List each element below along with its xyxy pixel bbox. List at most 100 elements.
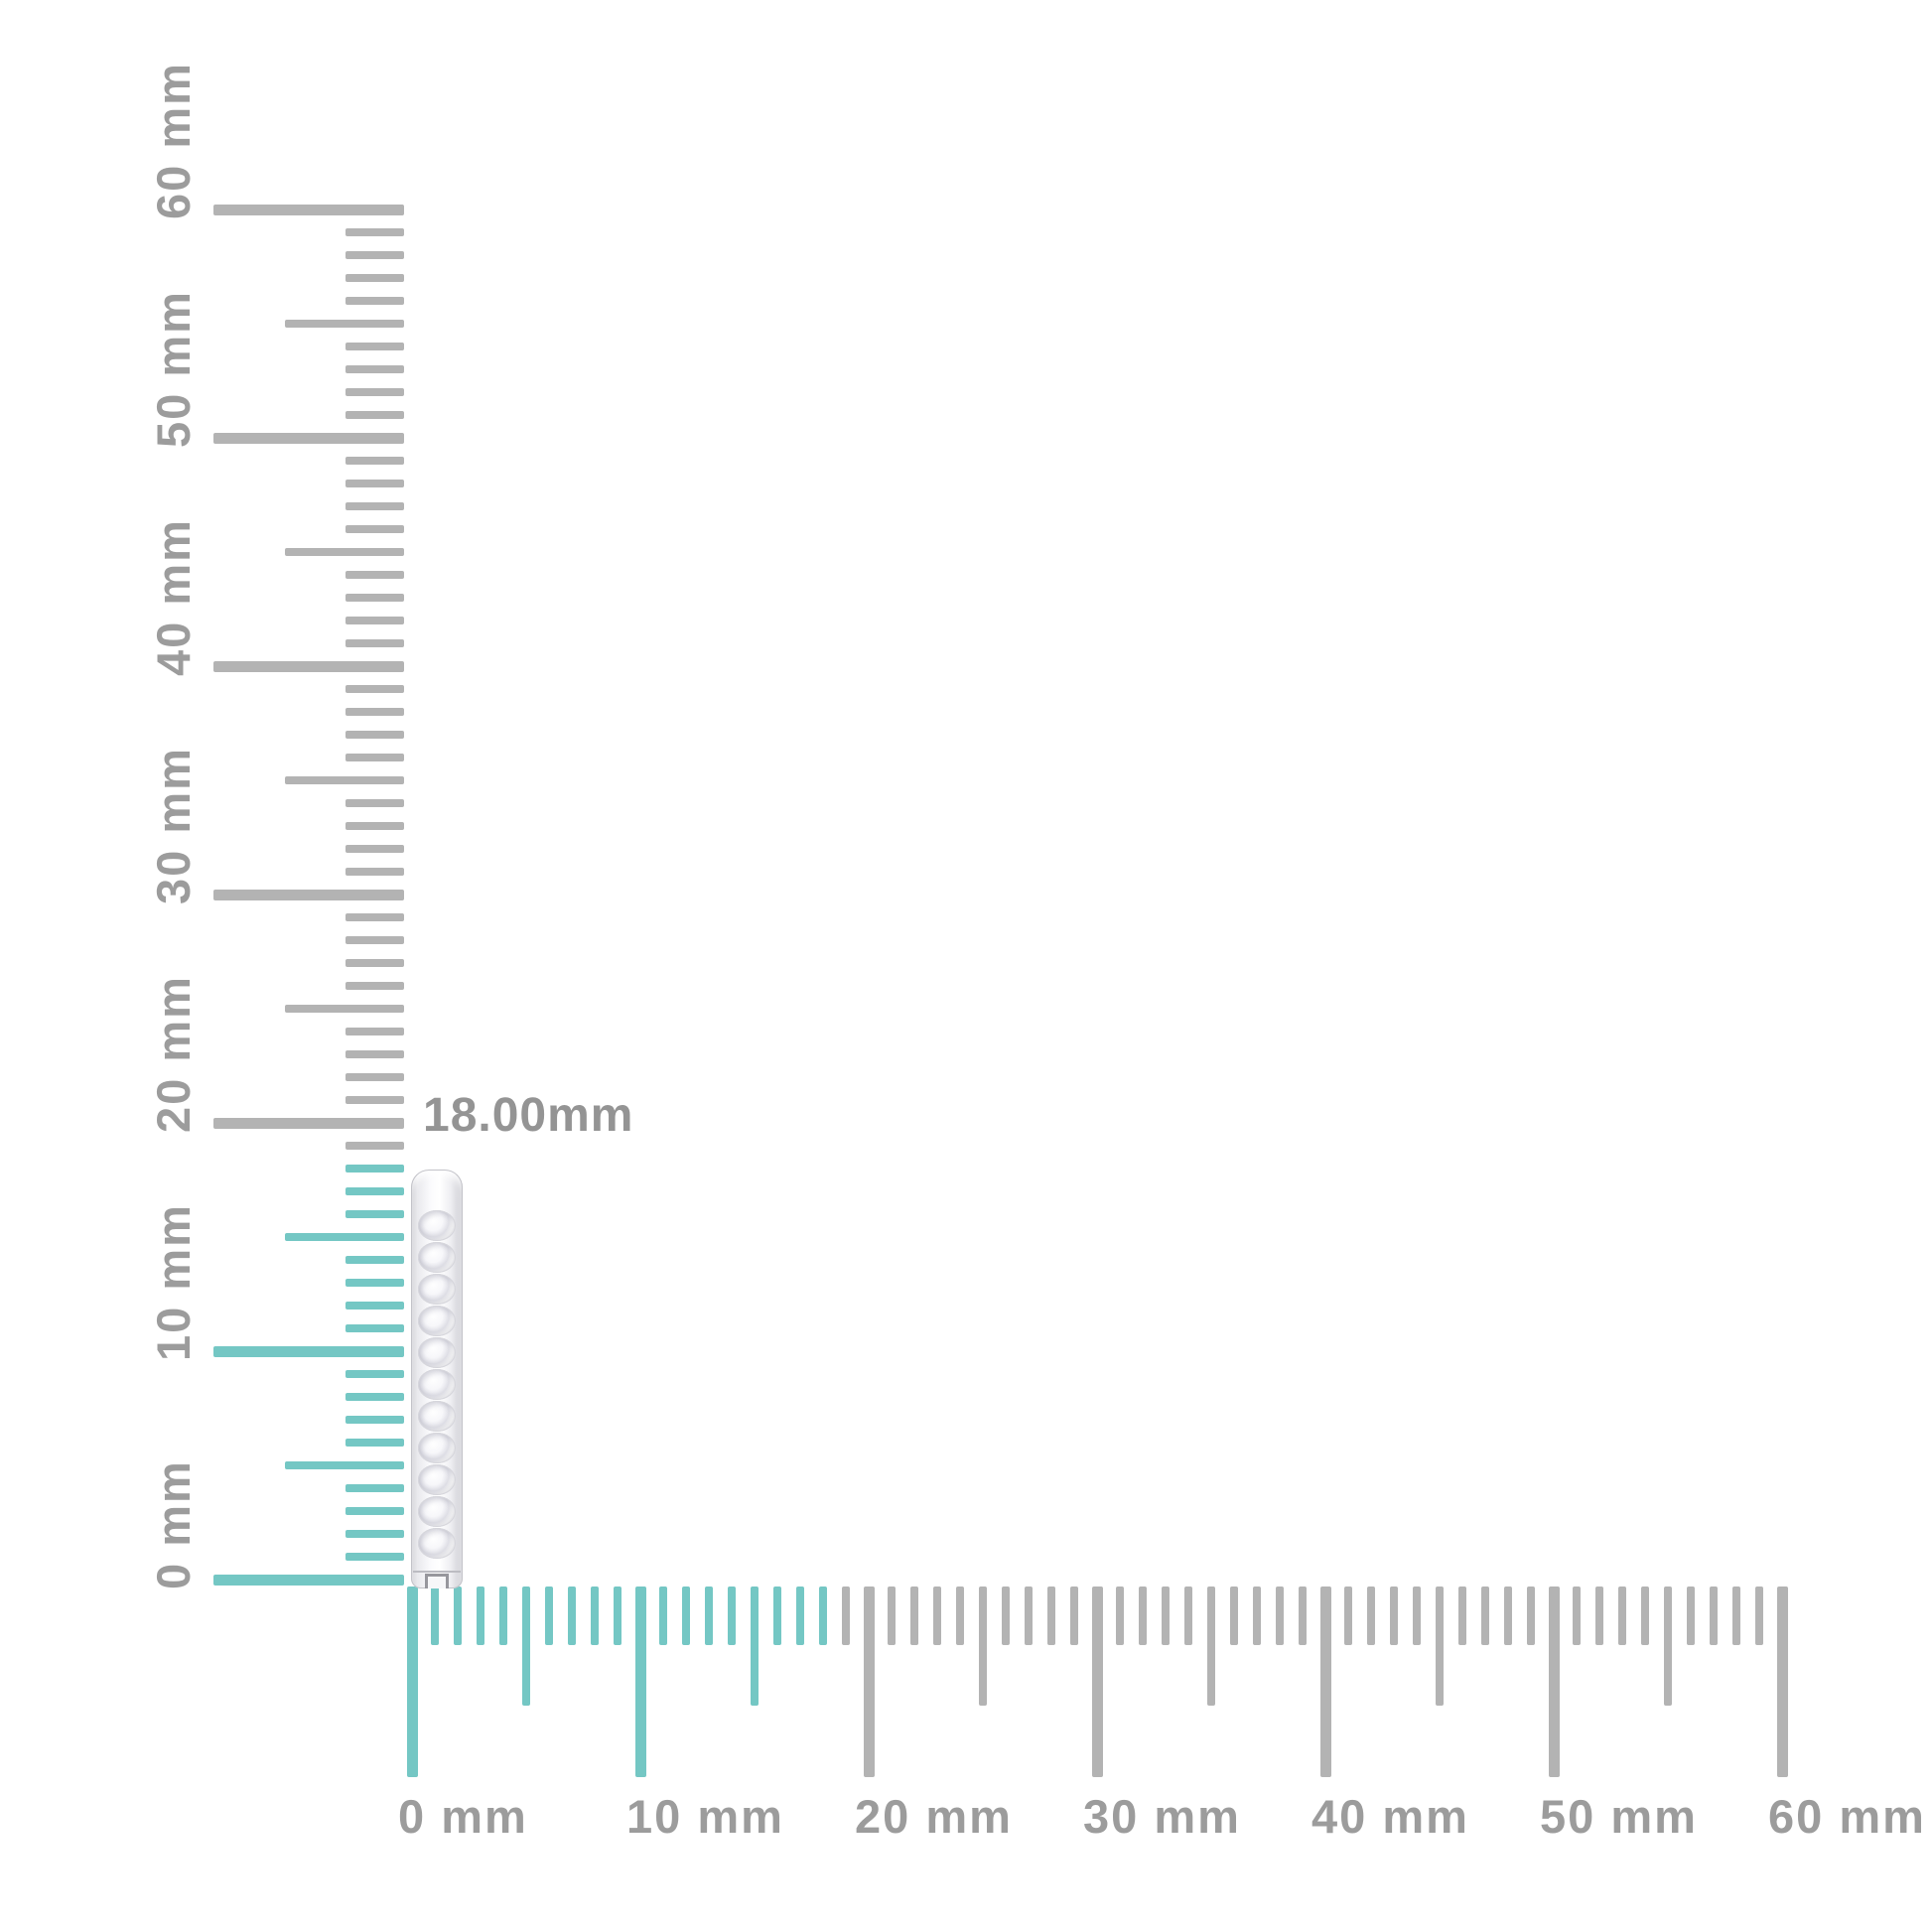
vertical-ruler-tick-51mm [345,411,404,419]
horizontal-ruler-tick-44mm [1413,1587,1421,1645]
vertical-ruler-tick-4mm [345,1484,404,1492]
horizontal-ruler-tick-11mm [659,1587,667,1645]
horizontal-ruler-tick-37mm [1253,1587,1261,1645]
horizontal-ruler-tick-21mm [888,1587,896,1645]
vertical-ruler-tick-34mm [345,799,404,807]
horizontal-ruler-tick-23mm [933,1587,941,1645]
horizontal-ruler-tick-18mm [819,1587,827,1645]
vertical-ruler-tick-49mm [345,457,404,465]
earring-product-image [411,1170,463,1588]
horizontal-ruler-tick-1mm [431,1587,439,1645]
vertical-ruler-tick-30mm [213,889,404,900]
horizontal-ruler-tick-52mm [1595,1587,1603,1645]
vertical-ruler-tick-53mm [345,365,404,373]
horizontal-ruler-tick-31mm [1116,1587,1124,1645]
vertical-ruler-tick-13mm [345,1279,404,1287]
horizontal-ruler-tick-30mm [1091,1587,1103,1777]
vertical-ruler-tick-38mm [345,708,404,716]
horizontal-ruler-tick-39mm [1299,1587,1307,1645]
vertical-ruler-tick-8mm [345,1393,404,1401]
vertical-ruler-tick-40mm [213,660,404,672]
vertical-ruler-tick-52mm [345,388,404,396]
vertical-ruler-tick-18mm [345,1165,404,1173]
horizontal-ruler-tick-20mm [863,1587,875,1777]
horizontal-ruler-tick-8mm [591,1587,599,1645]
vertical-ruler-tick-11mm [345,1324,404,1332]
vertical-ruler-tick-32mm [345,845,404,853]
vertical-ruler-label-60mm: 60 mm [147,62,200,219]
horizontal-ruler-tick-45mm [1436,1587,1444,1706]
horizontal-ruler-tick-9mm [614,1587,621,1645]
horizontal-ruler-tick-26mm [1002,1587,1010,1645]
horizontal-ruler-tick-16mm [773,1587,781,1645]
horizontal-ruler-tick-48mm [1504,1587,1512,1645]
vertical-ruler-tick-2mm [345,1530,404,1538]
vertical-ruler-tick-1mm [345,1553,404,1561]
diamond-stone [418,1210,456,1241]
vertical-ruler-tick-60mm [213,204,404,215]
vertical-ruler-tick-58mm [345,251,404,259]
vertical-ruler-tick-9mm [345,1370,404,1378]
vertical-ruler-tick-50mm [213,432,404,444]
earring-diamond-column [411,1209,463,1571]
horizontal-ruler-tick-24mm [956,1587,964,1645]
vertical-ruler-tick-43mm [345,594,404,602]
horizontal-ruler-tick-60mm [1776,1587,1788,1777]
horizontal-ruler-tick-53mm [1618,1587,1626,1645]
horizontal-ruler-tick-56mm [1687,1587,1695,1645]
diamond-stone [418,1496,456,1527]
horizontal-ruler-tick-58mm [1732,1587,1740,1645]
diamond-stone [418,1528,456,1559]
horizontal-ruler-tick-15mm [751,1587,759,1706]
horizontal-ruler-tick-41mm [1344,1587,1352,1645]
horizontal-ruler-label-0mm: 0 mm [398,1790,528,1843]
horizontal-ruler-tick-19mm [842,1587,850,1645]
horizontal-ruler-label-50mm: 50 mm [1540,1790,1698,1843]
vertical-ruler-tick-23mm [345,1050,404,1058]
vertical-ruler-tick-12mm [345,1302,404,1310]
horizontal-ruler-tick-38mm [1276,1587,1284,1645]
horizontal-ruler-tick-29mm [1070,1587,1078,1645]
vertical-ruler-tick-55mm [285,320,404,328]
vertical-ruler-tick-42mm [345,617,404,624]
horizontal-ruler-label-40mm: 40 mm [1311,1790,1469,1843]
vertical-ruler-tick-15mm [285,1233,404,1241]
horizontal-ruler-label-10mm: 10 mm [626,1790,784,1843]
horizontal-ruler-tick-43mm [1390,1587,1398,1645]
horizontal-ruler-tick-34mm [1184,1587,1192,1645]
vertical-ruler-tick-3mm [345,1507,404,1515]
vertical-ruler-tick-28mm [345,936,404,944]
horizontal-ruler-tick-25mm [979,1587,987,1706]
vertical-ruler-tick-7mm [345,1416,404,1424]
horizontal-ruler-tick-42mm [1367,1587,1375,1645]
vertical-ruler-tick-17mm [345,1187,404,1195]
vertical-ruler-tick-44mm [345,571,404,579]
horizontal-ruler-tick-57mm [1710,1587,1718,1645]
diamond-stone [418,1401,456,1432]
vertical-ruler-tick-48mm [345,480,404,487]
vertical-ruler-tick-54mm [345,343,404,350]
horizontal-ruler-tick-36mm [1230,1587,1238,1645]
diamond-stone [418,1464,456,1495]
horizontal-ruler-tick-13mm [705,1587,713,1645]
vertical-ruler-tick-59mm [345,228,404,236]
vertical-ruler-tick-27mm [345,959,404,967]
horizontal-ruler-tick-47mm [1481,1587,1489,1645]
vertical-ruler-tick-46mm [345,525,404,533]
vertical-ruler-tick-22mm [345,1073,404,1081]
diamond-stone [418,1337,456,1368]
vertical-ruler-tick-56mm [345,297,404,305]
horizontal-ruler-tick-0mm [406,1587,418,1777]
vertical-ruler-label-40mm: 40 mm [147,518,200,676]
vertical-ruler-tick-35mm [285,776,404,784]
vertical-ruler-label-0mm: 0 mm [147,1459,200,1589]
horizontal-ruler-tick-55mm [1664,1587,1672,1706]
vertical-ruler-tick-26mm [345,982,404,990]
vertical-ruler-tick-5mm [285,1461,404,1469]
earring-clasp-notch [425,1574,449,1588]
horizontal-ruler-tick-28mm [1047,1587,1055,1645]
horizontal-ruler-tick-3mm [477,1587,484,1645]
horizontal-ruler-tick-46mm [1458,1587,1466,1645]
vertical-ruler-tick-10mm [213,1345,404,1357]
